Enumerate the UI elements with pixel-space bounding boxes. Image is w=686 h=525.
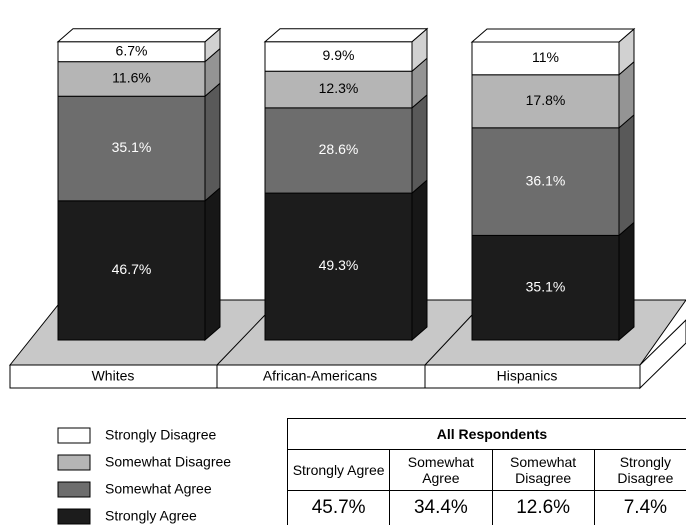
x-tick-label: Hispanics bbox=[497, 368, 558, 384]
divider bbox=[216, 314, 266, 366]
value-label: 11.6% bbox=[112, 70, 151, 86]
bar bbox=[57, 95, 206, 202]
legend-swatch bbox=[57, 481, 91, 498]
value-label: 28.6% bbox=[319, 141, 359, 157]
legend-swatch bbox=[57, 454, 91, 471]
table-header: Strongly Disagree bbox=[593, 449, 686, 491]
bar bbox=[264, 107, 413, 194]
table-header: Somewhat Disagree bbox=[491, 449, 595, 491]
bar-top bbox=[470, 28, 636, 43]
table-header: Strongly Agree bbox=[286, 449, 391, 491]
bar bbox=[471, 41, 620, 76]
table-title: All Respondents bbox=[287, 418, 686, 450]
value-label: 12.3% bbox=[319, 80, 359, 96]
legend-label: Strongly Disagree bbox=[105, 427, 216, 443]
table-value: 12.6% bbox=[491, 490, 595, 525]
legend-swatch bbox=[57, 427, 91, 444]
table-header: Somewhat Agree bbox=[389, 449, 493, 491]
table-value: 7.4% bbox=[593, 490, 686, 525]
table-value: 45.7% bbox=[286, 490, 391, 525]
bar bbox=[264, 70, 413, 109]
value-label: 36.1% bbox=[526, 172, 566, 188]
value-label: 11% bbox=[532, 49, 559, 65]
value-label: 9.9% bbox=[323, 47, 355, 63]
bar bbox=[264, 41, 413, 72]
bar-top bbox=[56, 28, 222, 43]
bar-side bbox=[411, 178, 428, 342]
value-label: 46.7% bbox=[112, 261, 152, 277]
table-value: 34.4% bbox=[389, 490, 493, 525]
bar bbox=[471, 74, 620, 129]
bar-side bbox=[204, 186, 221, 342]
bar-side bbox=[204, 82, 221, 202]
bar-side bbox=[411, 93, 428, 195]
legend-label: Somewhat Disagree bbox=[105, 454, 231, 470]
x-tick-label: African-Americans bbox=[263, 368, 377, 384]
value-label: 49.3% bbox=[319, 257, 359, 273]
legend-label: Somewhat Agree bbox=[105, 481, 212, 497]
divider bbox=[424, 314, 473, 366]
x-tick-label: Whites bbox=[92, 368, 135, 384]
legend-label: Strongly Agree bbox=[105, 508, 197, 524]
summary-table: All Respondents Strongly Agree Somewhat … bbox=[286, 418, 686, 525]
bar bbox=[264, 192, 413, 341]
value-label: 6.7% bbox=[116, 42, 148, 58]
platform-front bbox=[9, 364, 641, 389]
bar-top bbox=[263, 28, 429, 43]
bar-side bbox=[618, 113, 635, 237]
bar bbox=[57, 200, 206, 341]
value-label: 17.8% bbox=[526, 92, 566, 108]
bar bbox=[471, 234, 620, 341]
bar bbox=[471, 127, 620, 236]
legend-swatch bbox=[57, 508, 91, 525]
bar-side bbox=[618, 221, 635, 342]
value-label: 35.1% bbox=[526, 278, 566, 294]
value-label: 35.1% bbox=[112, 139, 152, 155]
